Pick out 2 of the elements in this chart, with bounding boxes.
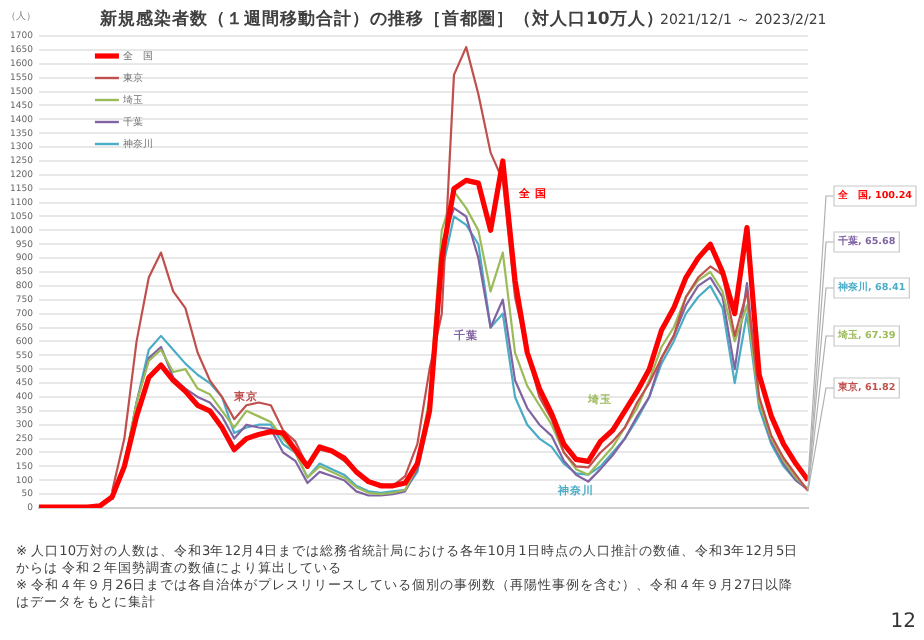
text: 12: [890, 611, 916, 634]
chart-title: 新規感染者数（１週間移動合計）の推移［首都圏］（対人口10万人）: [98, 8, 664, 31]
